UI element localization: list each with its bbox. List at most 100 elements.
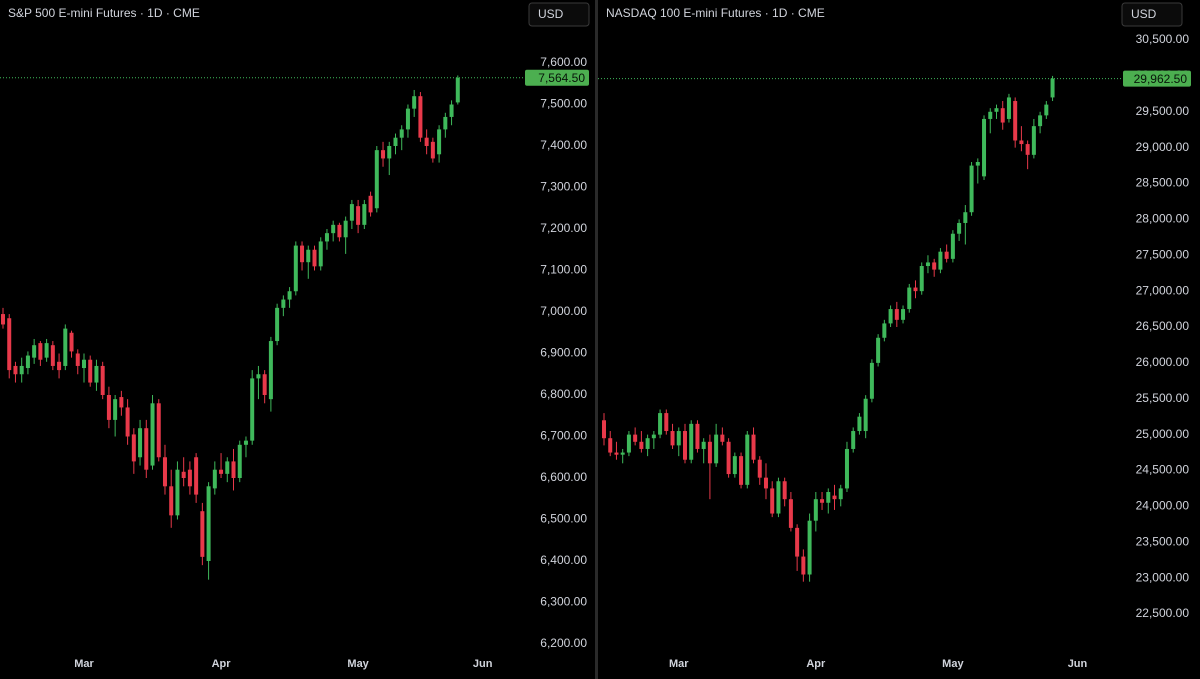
y-tick-label: 6,900.00 bbox=[540, 346, 587, 360]
candle-body bbox=[405, 108, 410, 130]
candle-body bbox=[1013, 101, 1018, 141]
candle-body bbox=[44, 343, 49, 358]
candle-body bbox=[430, 141, 435, 159]
candle-body bbox=[393, 137, 398, 146]
y-tick-label: 6,200.00 bbox=[540, 636, 587, 650]
candle-body bbox=[187, 469, 192, 487]
candle-body bbox=[455, 77, 460, 103]
y-tick-label: 23,500.00 bbox=[1136, 534, 1190, 548]
candle-body bbox=[1000, 108, 1005, 123]
candle-body bbox=[658, 413, 663, 435]
currency-label[interactable]: USD bbox=[1131, 7, 1157, 21]
last-price-label: 29,962.50 bbox=[1134, 72, 1188, 86]
candle-body bbox=[720, 434, 725, 442]
y-tick-label: 29,000.00 bbox=[1136, 140, 1190, 154]
x-tick-label: Jun bbox=[1068, 658, 1088, 670]
candle-body bbox=[969, 165, 974, 213]
candle-body bbox=[626, 434, 631, 453]
candle-body bbox=[50, 345, 55, 366]
candle-body bbox=[894, 309, 899, 320]
currency-button[interactable] bbox=[528, 2, 590, 27]
y-tick-label: 23,000.00 bbox=[1136, 570, 1190, 584]
candle-body bbox=[820, 499, 825, 503]
candle-body bbox=[25, 355, 30, 369]
candle-body bbox=[682, 431, 687, 460]
candle-body bbox=[231, 461, 236, 478]
candle-body bbox=[751, 434, 756, 460]
candle-body bbox=[399, 129, 404, 138]
candle-body bbox=[32, 345, 37, 358]
candle-body bbox=[94, 365, 99, 383]
candle-body bbox=[1, 314, 5, 325]
y-tick-label: 7,600.00 bbox=[540, 55, 587, 69]
candle-body bbox=[844, 448, 849, 489]
candle-body bbox=[695, 423, 700, 449]
candle-body bbox=[169, 486, 174, 516]
candle-body bbox=[362, 204, 367, 225]
y-tick-label: 29,500.00 bbox=[1136, 104, 1190, 118]
candle-body bbox=[1038, 115, 1043, 127]
candle-body bbox=[387, 145, 392, 159]
chart-title: S&P 500 E-mini Futures · 1D · CME bbox=[8, 6, 200, 20]
candle-body bbox=[57, 361, 62, 371]
candle-body bbox=[69, 332, 74, 352]
candle-body bbox=[81, 359, 86, 369]
candle-body bbox=[801, 556, 806, 575]
candle-body bbox=[975, 162, 980, 166]
candle-body bbox=[994, 108, 999, 112]
candle-body bbox=[19, 365, 24, 375]
y-tick-label: 6,400.00 bbox=[540, 553, 587, 567]
candle-body bbox=[1025, 144, 1030, 155]
last-price-box bbox=[1123, 70, 1191, 87]
candle-body bbox=[200, 511, 205, 557]
currency-button[interactable] bbox=[1121, 2, 1183, 27]
currency-label[interactable]: USD bbox=[538, 7, 564, 21]
candle-body bbox=[832, 495, 837, 500]
candle-body bbox=[268, 341, 273, 400]
y-tick-label: 7,500.00 bbox=[540, 97, 587, 111]
candle-body bbox=[813, 499, 818, 521]
candle-body bbox=[919, 266, 924, 292]
candle-body bbox=[175, 469, 180, 516]
candle-body bbox=[287, 291, 292, 300]
candle-body bbox=[857, 416, 862, 432]
y-tick-label: 24,000.00 bbox=[1136, 499, 1190, 513]
candle-body bbox=[300, 245, 305, 263]
candle-body bbox=[225, 461, 230, 474]
y-tick-label: 7,300.00 bbox=[540, 180, 587, 194]
candle-body bbox=[449, 104, 454, 117]
candle-body bbox=[957, 222, 962, 234]
y-tick-label: 6,500.00 bbox=[540, 512, 587, 526]
candle-body bbox=[412, 96, 417, 109]
candle-body bbox=[106, 394, 111, 420]
candle-body bbox=[75, 353, 80, 366]
y-tick-label: 26,500.00 bbox=[1136, 319, 1190, 333]
candle-body bbox=[275, 307, 280, 342]
candle-body bbox=[602, 420, 606, 439]
x-tick-label: May bbox=[347, 658, 369, 670]
candle-body bbox=[901, 309, 906, 320]
candle-body bbox=[913, 287, 918, 292]
candle-body bbox=[318, 241, 323, 267]
y-tick-label: 22,500.00 bbox=[1136, 606, 1190, 620]
candle-body bbox=[788, 499, 793, 528]
y-tick-label: 27,500.00 bbox=[1136, 247, 1190, 261]
candle-body bbox=[907, 287, 912, 310]
candle-body bbox=[150, 403, 155, 466]
y-tick-label: 25,500.00 bbox=[1136, 391, 1190, 405]
candle-body bbox=[1031, 126, 1036, 155]
candle-body bbox=[424, 137, 429, 146]
candle-body bbox=[763, 477, 768, 489]
candle-body bbox=[443, 116, 448, 130]
candle-body bbox=[745, 434, 750, 485]
candle-body bbox=[156, 403, 161, 458]
candle-body bbox=[181, 471, 186, 478]
chart-title: NASDAQ 100 E-mini Futures · 1D · CME bbox=[606, 6, 825, 20]
y-tick-label: 6,600.00 bbox=[540, 470, 587, 484]
candle-body bbox=[374, 150, 379, 209]
candle-body bbox=[988, 111, 993, 119]
candle-body bbox=[13, 365, 18, 375]
candle-body bbox=[1006, 97, 1011, 119]
candle-body bbox=[88, 359, 93, 383]
